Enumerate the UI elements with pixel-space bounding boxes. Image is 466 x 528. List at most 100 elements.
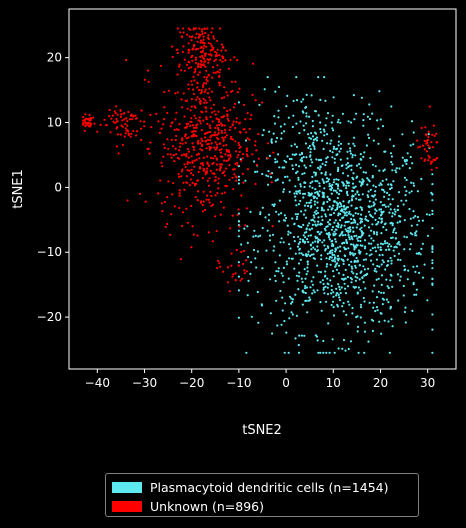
point-unknown (231, 176, 234, 179)
point-unknown (430, 168, 433, 171)
point-pdc (330, 207, 334, 210)
x-tick-label: −30 (132, 376, 157, 390)
point-unknown (176, 51, 179, 55)
point-pdc (332, 270, 335, 273)
point-pdc (338, 135, 341, 138)
point-pdc (376, 264, 379, 268)
point-unknown (115, 120, 118, 123)
point-unknown (202, 86, 205, 89)
point-pdc (313, 220, 316, 223)
point-unknown (207, 34, 210, 37)
point-unknown (209, 115, 212, 118)
point-unknown (209, 136, 212, 139)
point-unknown (191, 83, 194, 86)
point-pdc (278, 166, 281, 169)
point-pdc (401, 164, 404, 167)
point-unknown (109, 131, 112, 134)
point-unknown (194, 48, 197, 51)
point-pdc (329, 263, 332, 266)
point-pdc (273, 203, 276, 206)
point-pdc (423, 263, 426, 266)
point-pdc (287, 351, 290, 354)
point-pdc (352, 253, 355, 257)
point-pdc (375, 296, 379, 299)
point-pdc (389, 152, 393, 155)
point-pdc (431, 250, 434, 253)
point-pdc (385, 278, 388, 281)
point-unknown (212, 161, 215, 165)
point-pdc (344, 233, 347, 237)
point-pdc (386, 191, 389, 194)
point-pdc (311, 180, 314, 183)
point-pdc (254, 257, 257, 260)
point-pdc (349, 251, 352, 254)
point-unknown (187, 83, 190, 86)
point-pdc (346, 150, 349, 153)
point-unknown (219, 59, 222, 62)
point-pdc (377, 220, 380, 224)
point-unknown (121, 143, 124, 147)
point-pdc (374, 267, 377, 270)
point-unknown (422, 144, 425, 147)
point-unknown (192, 134, 196, 137)
point-unknown (214, 55, 217, 58)
point-pdc (379, 118, 382, 121)
point-unknown (139, 120, 142, 123)
point-pdc (341, 181, 344, 184)
point-pdc (315, 212, 318, 215)
point-unknown (203, 42, 206, 45)
point-pdc (256, 250, 259, 253)
point-pdc (371, 176, 374, 179)
point-pdc (370, 229, 373, 232)
point-pdc (299, 159, 302, 162)
point-pdc (337, 293, 340, 296)
point-pdc (324, 173, 327, 176)
point-pdc (302, 111, 305, 114)
point-pdc (379, 312, 382, 315)
point-pdc (307, 234, 310, 237)
point-pdc (306, 311, 309, 314)
point-unknown (251, 153, 254, 156)
point-pdc (360, 220, 364, 223)
point-pdc (276, 324, 279, 327)
point-unknown (212, 46, 215, 49)
point-unknown (205, 45, 208, 48)
point-pdc (356, 191, 359, 194)
point-unknown (212, 157, 215, 160)
point-unknown (221, 46, 224, 49)
point-unknown (220, 129, 223, 132)
point-unknown (172, 182, 175, 185)
point-unknown (200, 110, 203, 113)
point-pdc (314, 132, 318, 135)
point-unknown (235, 179, 238, 182)
point-unknown (186, 221, 189, 224)
point-unknown (192, 126, 195, 129)
point-unknown (209, 53, 212, 56)
point-unknown (425, 140, 428, 143)
point-pdc (409, 217, 412, 220)
point-pdc (282, 266, 285, 269)
point-unknown (226, 113, 229, 116)
point-unknown (213, 59, 216, 63)
point-pdc (366, 115, 369, 118)
point-pdc (354, 252, 357, 255)
point-pdc (305, 201, 308, 204)
point-pdc (351, 195, 354, 198)
point-unknown (206, 167, 209, 170)
point-pdc (332, 204, 335, 207)
point-unknown (224, 49, 227, 52)
point-pdc (332, 129, 335, 132)
point-unknown (194, 61, 198, 64)
point-pdc (312, 141, 315, 144)
point-unknown (205, 76, 209, 79)
point-pdc (393, 254, 396, 258)
point-pdc (328, 231, 331, 234)
point-unknown (194, 126, 198, 129)
point-pdc (390, 236, 393, 240)
point-pdc (384, 268, 387, 271)
point-unknown (254, 144, 257, 147)
point-pdc (351, 226, 355, 229)
point-unknown (172, 145, 175, 148)
point-pdc (395, 171, 398, 174)
point-unknown (236, 213, 239, 216)
